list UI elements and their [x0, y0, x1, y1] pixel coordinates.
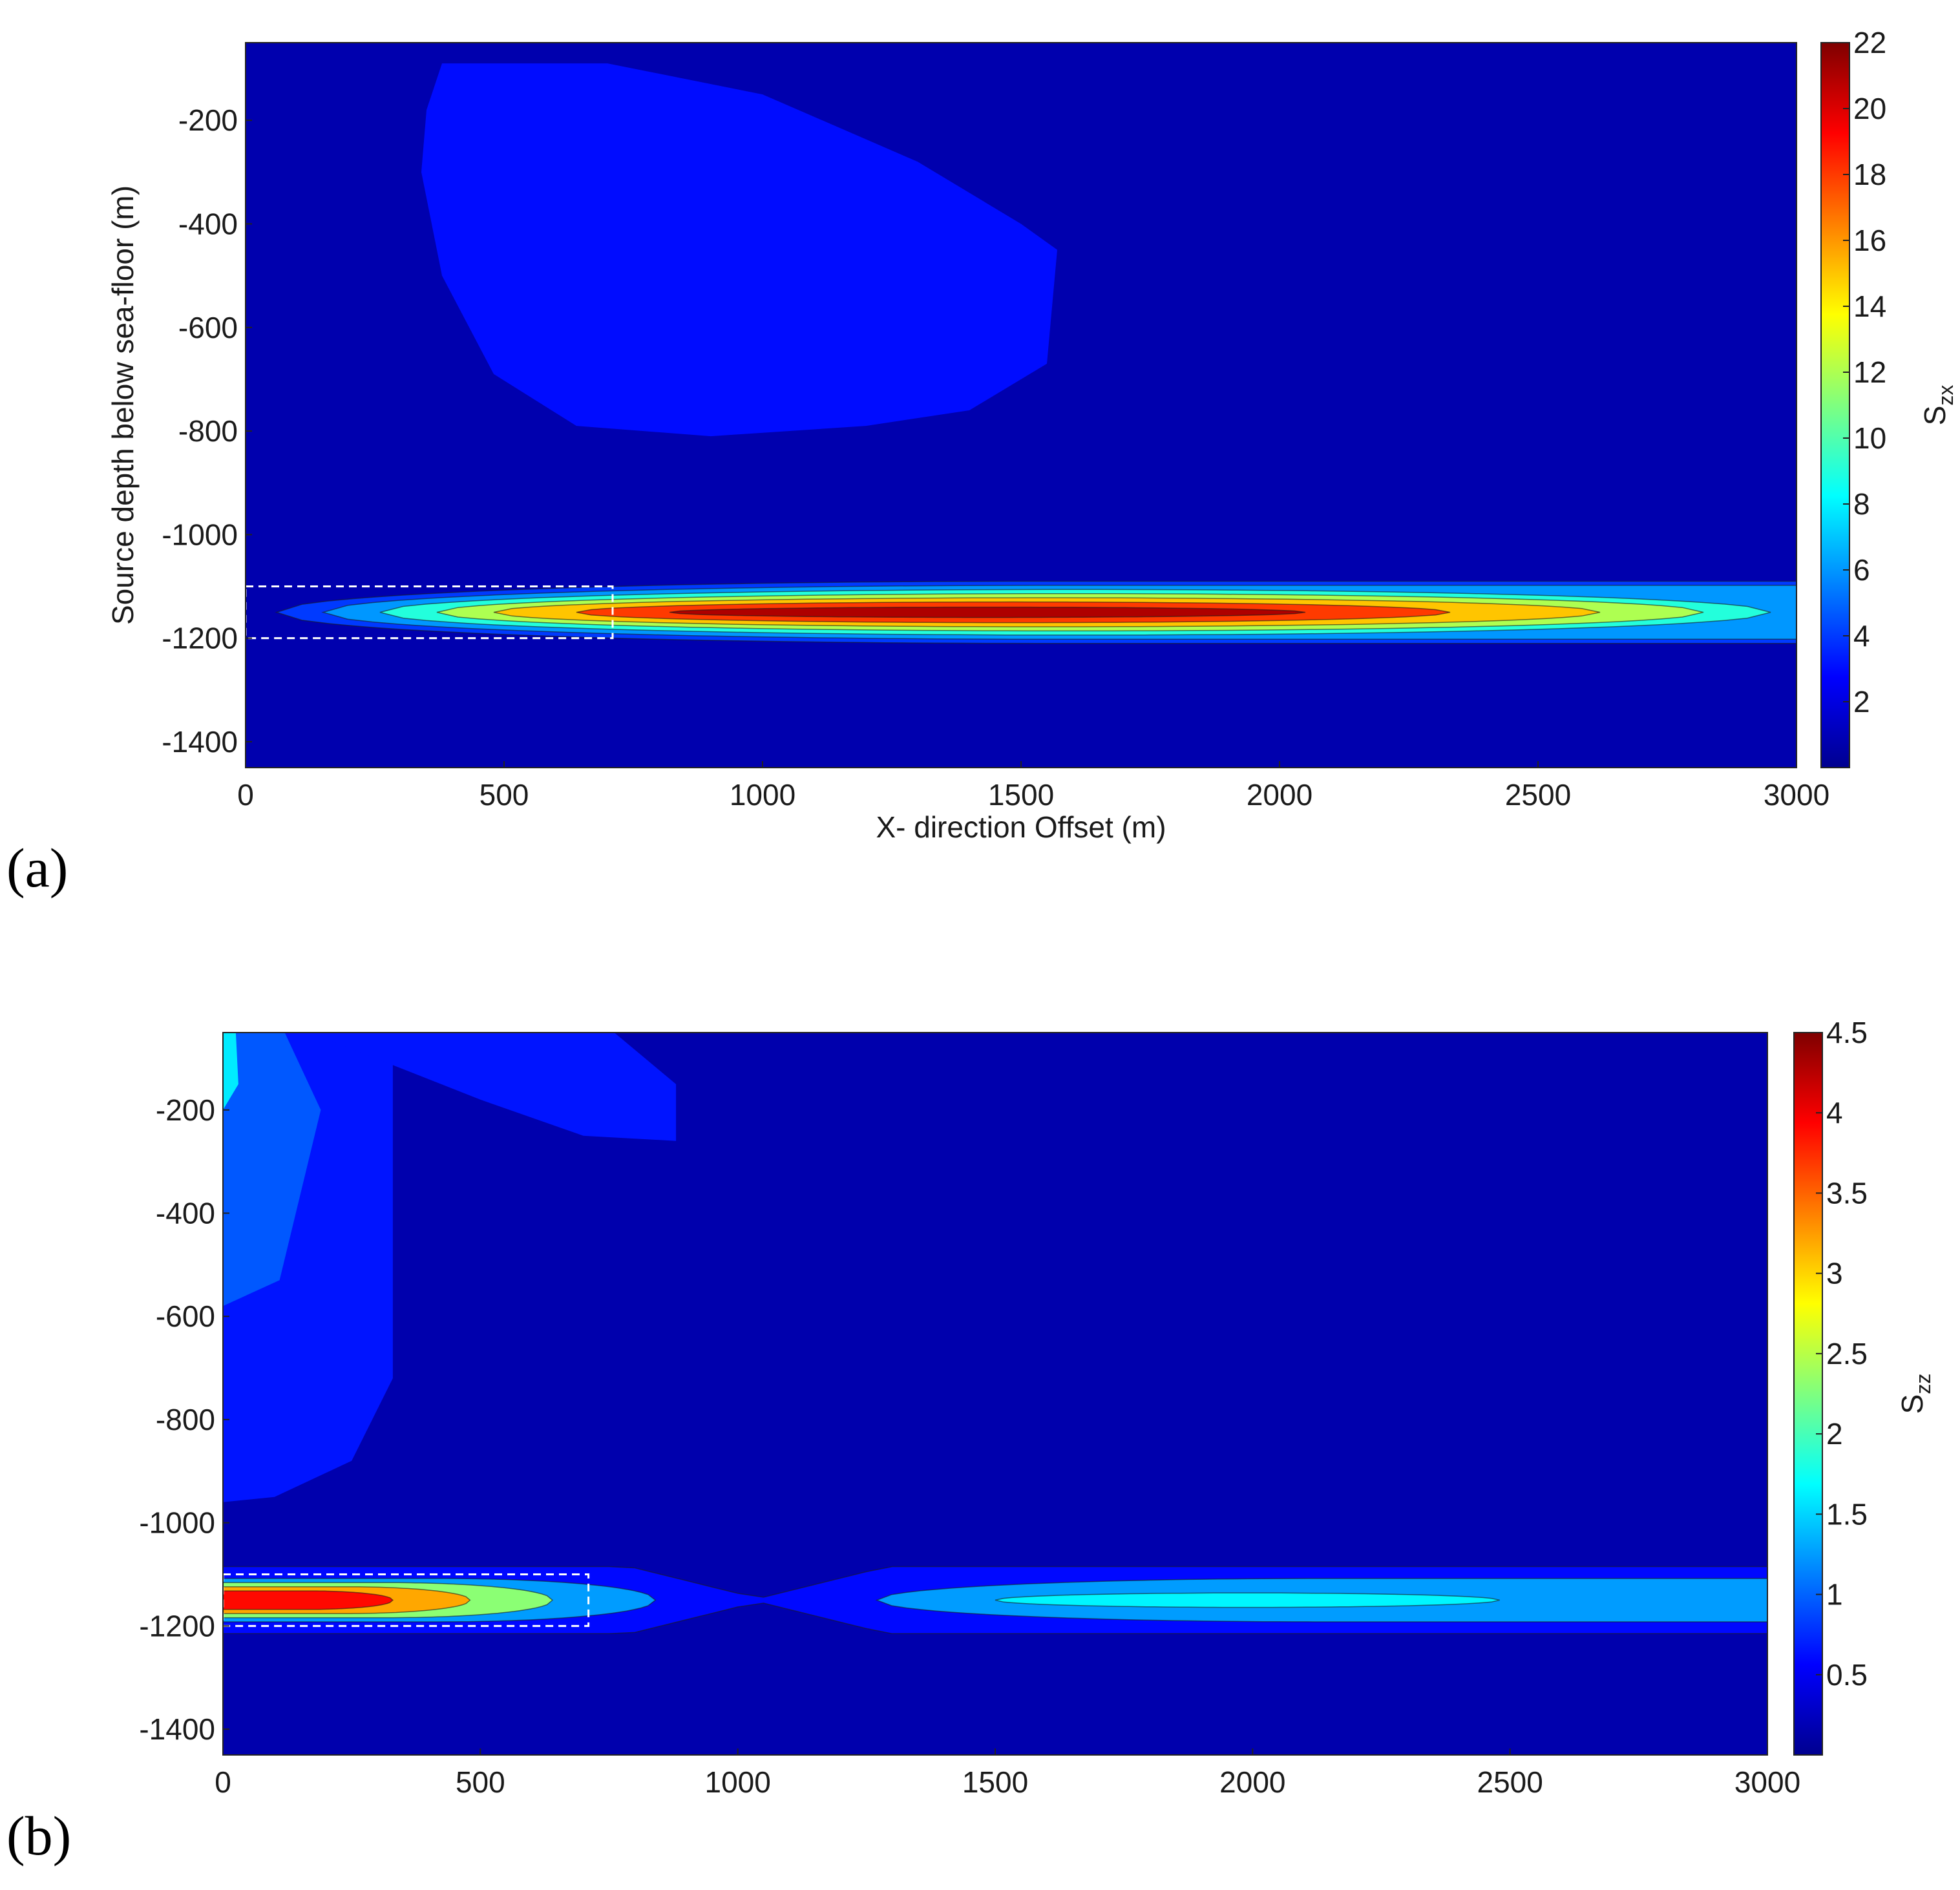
- contour-band: [669, 606, 1306, 618]
- contour-lobe: [223, 1033, 238, 1110]
- contour-fills-a: [244, 42, 1797, 768]
- panel-a: -1400 -1200 -1000 -800 -600 -400 -200 0 500 1000…: [6, 26, 1957, 899]
- colorbar-ticks-b: 0.5 1 1.5 2 2.5 3 3.5 4 4.5: [1816, 1016, 1868, 1692]
- colorbar-tick-label: 2: [1853, 685, 1870, 719]
- x-tick-label: 1000: [730, 778, 796, 812]
- svg-text:Szx: Szx: [1918, 385, 1957, 426]
- dashed-source-box: [244, 585, 614, 640]
- colorbar-a: [1820, 42, 1850, 768]
- plot-area-b: [223, 1033, 1767, 1755]
- panel-b: -1400 -1200 -1000 -800 -600 -400 -200 0 500 1000…: [6, 1016, 1935, 1867]
- colorbar-tick-label: 22: [1853, 26, 1886, 59]
- colorbar-tick-label: 8: [1853, 487, 1870, 521]
- y-tick-label: -800: [178, 414, 238, 448]
- y-tick-label: -200: [178, 103, 238, 137]
- y-tick-label: -600: [178, 311, 238, 344]
- colorbar-tick-label: 1.5: [1826, 1497, 1868, 1531]
- x-tick-label: 2000: [1247, 778, 1312, 812]
- colorbar-ticks-a: 2 4 6 8 10 12 14 16 18 20 22: [1843, 26, 1886, 719]
- x-tick-label: 3000: [1734, 1765, 1800, 1799]
- contour-band: [222, 1590, 394, 1610]
- y-tick-label: -1200: [139, 1609, 215, 1643]
- colorbar-label-sub-b: zz: [1912, 1374, 1935, 1394]
- y-tick-label: -1400: [139, 1712, 215, 1746]
- x-tick-label: 500: [456, 1765, 505, 1799]
- x-tick-label: 1500: [962, 1765, 1028, 1799]
- colorbar-label-sub-a: zx: [1934, 385, 1957, 406]
- x-tick-label: 2500: [1505, 778, 1571, 812]
- colorbar-b: [1793, 1032, 1823, 1756]
- colorbar-tick-label: 0.5: [1826, 1658, 1868, 1692]
- panel-label-b: (b): [6, 1805, 71, 1867]
- x-tick-label: 1500: [988, 778, 1054, 812]
- colorbar-tick-label: 4: [1826, 1096, 1843, 1129]
- colorbar-label-main-b: S: [1895, 1394, 1929, 1414]
- colorbar-tick-label: 2.5: [1826, 1337, 1868, 1370]
- y-tick-label: -1200: [162, 622, 238, 655]
- colorbar-tick-label: 6: [1853, 553, 1870, 587]
- contour-lobe: [421, 63, 1057, 437]
- y-tick-label: -600: [156, 1299, 215, 1333]
- contour-lobe: [310, 1033, 677, 1141]
- colorbar-tick-label: 10: [1853, 421, 1886, 455]
- y-tick-labels-a: -1400 -1200 -1000 -800 -600 -400 -200: [162, 103, 252, 759]
- x-tick-label: 0: [237, 778, 254, 812]
- y-tick-label: -1000: [139, 1506, 215, 1540]
- y-tick-labels-b: -1400 -1200 -1000 -800 -600 -400 -200: [139, 1093, 229, 1746]
- x-tick-label: 2000: [1219, 1765, 1285, 1799]
- svg-text:Szz: Szz: [1895, 1374, 1935, 1414]
- colorbar-label-a: Szx: [1918, 385, 1957, 426]
- y-tick-label: -1000: [162, 518, 238, 551]
- colorbar-tick-label: 4: [1853, 619, 1870, 653]
- contour-band: [995, 1592, 1500, 1608]
- y-axis-label-a: Source depth below sea-floor (m): [106, 185, 140, 625]
- x-tick-labels-a: 0 500 1000 1500 2000 2500 3000: [237, 761, 1829, 812]
- x-axis-label-a: X- direction Offset (m): [876, 810, 1166, 844]
- colorbar-tick-label: 18: [1853, 158, 1886, 191]
- panel-label-a: (a): [6, 837, 68, 899]
- colorbar-tick-label: 12: [1853, 355, 1886, 389]
- colorbar-tick-label: 1: [1826, 1578, 1843, 1612]
- x-tick-label: 1000: [704, 1765, 770, 1799]
- x-tick-label: 2500: [1477, 1765, 1543, 1799]
- x-tick-labels-b: 0 500 1000 1500 2000 2500 3000: [215, 1748, 1800, 1799]
- y-tick-label: -200: [156, 1093, 215, 1127]
- colorbar-tick-label: 3.5: [1826, 1176, 1868, 1210]
- contour-lobe: [223, 1033, 321, 1307]
- x-tick-label: 3000: [1764, 778, 1829, 812]
- y-tick-label: -800: [156, 1403, 215, 1436]
- colorbar-tick-label: 20: [1853, 92, 1886, 125]
- colorbar-tick-label: 4.5: [1826, 1016, 1868, 1049]
- y-tick-label: -400: [178, 207, 238, 241]
- x-tick-label: 0: [215, 1765, 231, 1799]
- colorbar-tick-label: 2: [1826, 1417, 1843, 1451]
- x-tick-label: 500: [479, 778, 529, 812]
- y-tick-label: -1400: [162, 725, 238, 759]
- colorbar-tick-label: 14: [1853, 289, 1886, 323]
- contour-fills-b: [222, 1032, 1768, 1756]
- y-tick-label: -400: [156, 1197, 215, 1230]
- colorbar-label-main-a: S: [1918, 406, 1952, 426]
- colorbar-tick-label: 3: [1826, 1257, 1843, 1290]
- colorbar-label-b: Szz: [1895, 1374, 1935, 1414]
- colorbar-tick-label: 16: [1853, 224, 1886, 257]
